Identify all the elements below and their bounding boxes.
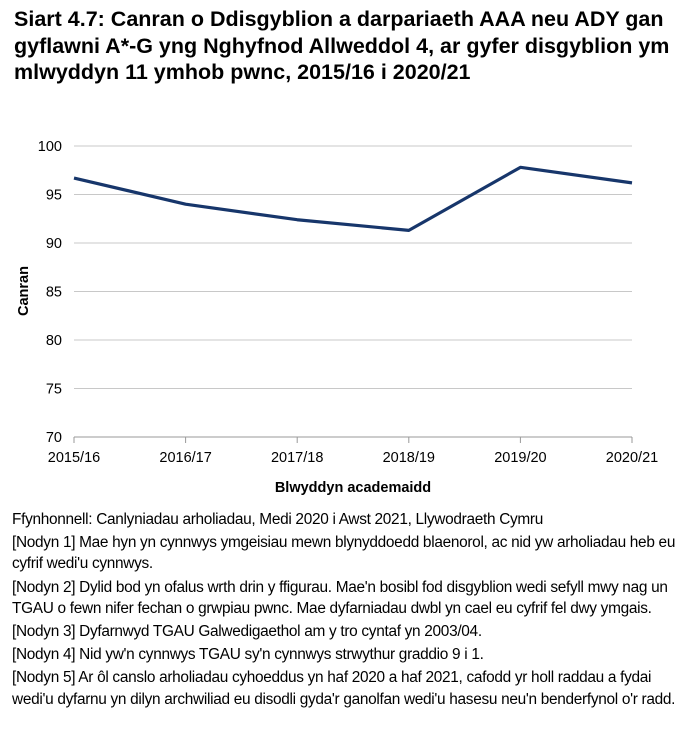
x-tick-label: 2016/17 — [159, 450, 211, 466]
y-tick-label: 70 — [46, 430, 62, 446]
y-axis-label: Canran — [16, 266, 32, 316]
x-tick-label: 2020/21 — [606, 450, 658, 466]
note-5: [Nodyn 5] Ar ôl canslo arholiadau cyhoed… — [12, 669, 676, 708]
series-line — [73, 165, 633, 232]
y-tick-label: 80 — [46, 333, 62, 349]
note-4: [Nodyn 4] Nid yw'n cynnwys TGAU sy'n cyn… — [12, 646, 484, 664]
x-tick-label: 2017/18 — [271, 450, 323, 466]
gridlines — [73, 145, 633, 443]
series — [73, 165, 633, 232]
source-note: Ffynhonnell: Canlyniadau arholiadau, Med… — [12, 511, 544, 528]
y-tick-label: 100 — [38, 139, 62, 155]
x-tick-label: 2019/20 — [494, 450, 546, 466]
x-tick-label: 2015/16 — [48, 450, 100, 466]
note-3: [Nodyn 3] Dyfarnwyd TGAU Galwedigaethol … — [12, 623, 482, 641]
y-tick-label: 95 — [46, 188, 62, 204]
y-tick-labels: 70 75 80 85 90 95 100 — [38, 139, 62, 446]
y-tick-label: 90 — [46, 236, 62, 252]
note-2: [Nodyn 2] Dylid bod yn ofalus wrth drin … — [12, 578, 668, 617]
notes: Ffynhonnell: Canlyniadau arholiadau, Med… — [12, 509, 677, 712]
x-tick-labels: 2015/16 2016/17 2017/18 2018/19 2019/20 2020/… — [48, 450, 658, 466]
x-tick-label: 2018/19 — [383, 450, 435, 466]
x-axis-label: Blwyddyn academaidd — [275, 480, 431, 496]
y-tick-label: 85 — [46, 285, 62, 301]
chart-title: Siart 4.7: Canran o Ddisgyblion a darpar… — [14, 7, 670, 84]
y-tick-label: 75 — [46, 382, 62, 398]
note-1: [Nodyn 1] Mae hyn yn cynnwys ymgeisiau m… — [12, 534, 676, 573]
